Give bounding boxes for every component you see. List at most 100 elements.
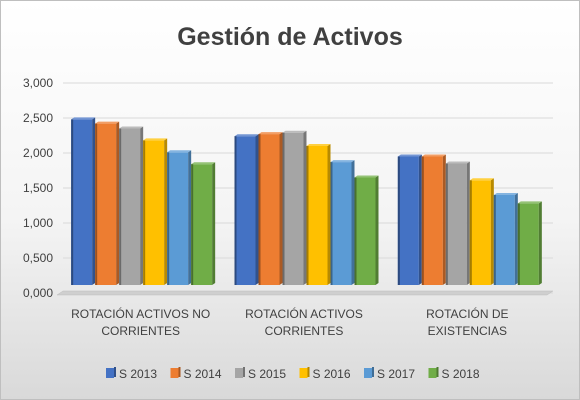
x-category-label: ROTACIÓN ACTIVOS NO CORRIENTES — [71, 306, 210, 338]
bar-side — [375, 175, 379, 285]
bar-edge — [282, 132, 285, 285]
bar-edge — [191, 164, 194, 285]
bar-top — [258, 132, 283, 135]
bar-edge — [234, 136, 237, 285]
bar-front — [517, 203, 539, 285]
bar — [397, 154, 422, 285]
bar-edge — [493, 195, 496, 285]
bar-top — [421, 154, 446, 157]
bar-front — [469, 180, 491, 285]
legend-swatch — [106, 368, 114, 378]
bar — [71, 117, 96, 286]
bar-edge — [445, 163, 448, 285]
bar-front — [354, 177, 376, 285]
bar-front — [330, 162, 352, 285]
bar — [354, 175, 379, 285]
bar-front — [493, 195, 515, 285]
bar-front — [167, 152, 189, 285]
bar — [167, 150, 192, 285]
legend-item: S 2015 — [235, 367, 286, 381]
chart-title: Gestión de Activos — [177, 23, 403, 51]
bar-side — [303, 130, 307, 285]
y-tick-label: 0,000 — [23, 286, 53, 300]
legend: S 2013 S 2014 S 2015 S 2016 S 2017 S 2018 — [106, 367, 480, 381]
bar — [517, 201, 542, 285]
y-axis-ticks: 0,000 0,500 1,000 1,500 2,000 2,500 3,000 — [23, 76, 53, 300]
bar-edge — [258, 134, 261, 285]
bar-front — [258, 134, 280, 285]
bar-front — [143, 140, 165, 285]
bar-edge — [354, 177, 357, 285]
bar-top — [397, 154, 422, 157]
bar-front — [306, 146, 328, 285]
bar-side — [212, 162, 216, 285]
legend-swatch-side — [436, 367, 439, 377]
y-tick-label: 1,500 — [23, 181, 53, 195]
legend-swatch — [299, 368, 308, 378]
bar-top — [95, 121, 120, 124]
bar-front — [71, 119, 93, 286]
legend-swatch — [428, 368, 437, 378]
bar-front — [397, 156, 419, 285]
bar — [234, 134, 259, 285]
legend-label: S 2016 — [313, 367, 351, 381]
x-category-label: ROTACIÓN ACTIVOS CORRIENTES — [245, 306, 363, 338]
legend-swatch — [170, 368, 179, 378]
bar-side — [351, 160, 355, 285]
bar-front — [282, 132, 304, 285]
legend-item: S 2017 — [364, 367, 415, 381]
legend-item: S 2013 — [106, 367, 157, 381]
bar-edge — [95, 123, 98, 285]
y-tick-label: 2,500 — [23, 111, 53, 125]
legend-label: S 2013 — [119, 367, 157, 381]
bar-top — [282, 130, 307, 133]
legend-swatch — [235, 368, 243, 378]
chart-floor-plane — [56, 290, 554, 296]
y-tick-label: 3,000 — [23, 76, 53, 90]
legend-label: S 2014 — [184, 367, 222, 381]
legend-swatch — [364, 368, 372, 378]
bar — [493, 193, 518, 285]
bar — [469, 178, 494, 285]
bar-side — [92, 117, 96, 286]
bar-front — [234, 136, 256, 285]
bar — [143, 138, 168, 285]
bar — [95, 121, 120, 285]
bar-edge — [306, 146, 309, 285]
bar — [330, 160, 355, 285]
legend-item: S 2016 — [299, 367, 351, 381]
bar-side — [490, 178, 494, 285]
bar — [306, 144, 331, 285]
chart-floor — [56, 290, 554, 296]
bar — [191, 162, 216, 285]
bar-top — [306, 144, 331, 146]
bar-top — [119, 126, 144, 129]
bar-side — [116, 121, 120, 285]
bar-edge — [517, 203, 520, 285]
bar-top — [493, 193, 518, 195]
legend-swatch-side — [243, 367, 245, 377]
bar-side — [188, 150, 192, 285]
y-tick-label: 2,000 — [23, 146, 53, 160]
bar-side — [442, 154, 446, 285]
legend-swatch-side — [178, 367, 181, 377]
bar-side — [164, 138, 168, 285]
legend-swatch-side — [372, 367, 374, 377]
bar-top — [354, 175, 379, 178]
bar-edge — [330, 162, 333, 285]
legend-label: S 2015 — [248, 367, 286, 381]
bar-top — [517, 201, 542, 204]
bar-front — [191, 164, 213, 285]
bar-edge — [119, 128, 122, 285]
legend-swatch-side — [307, 367, 310, 377]
legend-label: S 2017 — [377, 367, 415, 381]
bar-edge — [469, 180, 472, 285]
bar-edge — [143, 140, 146, 285]
bar-edge — [397, 156, 400, 285]
legend-swatch-side — [114, 367, 116, 377]
bar-front — [119, 128, 141, 285]
bar — [258, 132, 283, 285]
bar — [282, 130, 307, 285]
